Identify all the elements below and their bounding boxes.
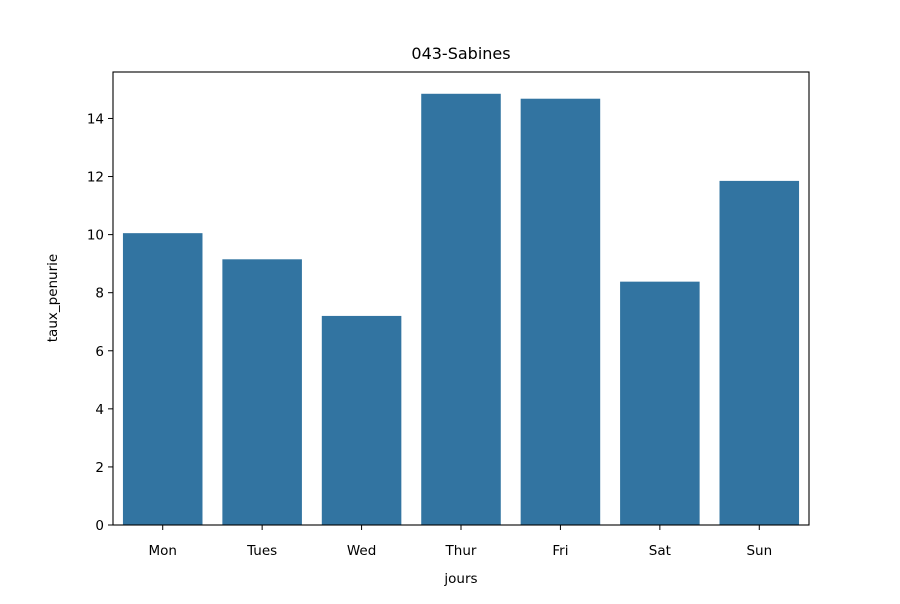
x-tick-label: Wed xyxy=(347,543,376,559)
bar-mon xyxy=(122,233,203,526)
x-tick-label: Tues xyxy=(246,543,277,559)
x-tick-label: Mon xyxy=(148,543,176,559)
y-tick-label: 10 xyxy=(87,228,104,244)
bar-tues xyxy=(222,259,302,525)
bar-fri xyxy=(520,98,601,525)
x-tick-label: Sun xyxy=(746,543,772,559)
bar-sun xyxy=(719,180,800,525)
bars-layer xyxy=(122,93,800,526)
y-tick-label: 14 xyxy=(87,111,104,127)
bar-sat xyxy=(620,281,700,525)
y-axis: 0 2 4 6 8 10 12 14 xyxy=(87,111,113,534)
bar-thur xyxy=(421,93,501,526)
y-tick-label: 8 xyxy=(95,286,104,302)
y-tick-label: 2 xyxy=(95,460,104,476)
y-tick-label: 0 xyxy=(95,518,104,534)
bar-wed xyxy=(321,315,402,525)
x-axis-label: jours xyxy=(443,571,477,587)
x-tick-label: Fri xyxy=(552,543,568,559)
x-tick-label: Sat xyxy=(649,543,671,559)
y-tick-label: 4 xyxy=(95,402,104,418)
y-axis-label: taux_penurie xyxy=(45,254,61,342)
x-axis: Mon Tues Wed Thur Fri Sat Sun xyxy=(148,525,772,559)
x-tick-label: Thur xyxy=(445,543,477,559)
y-tick-label: 6 xyxy=(95,344,104,360)
chart-title: 043-Sabines xyxy=(411,44,510,63)
y-tick-label: 12 xyxy=(87,170,104,186)
